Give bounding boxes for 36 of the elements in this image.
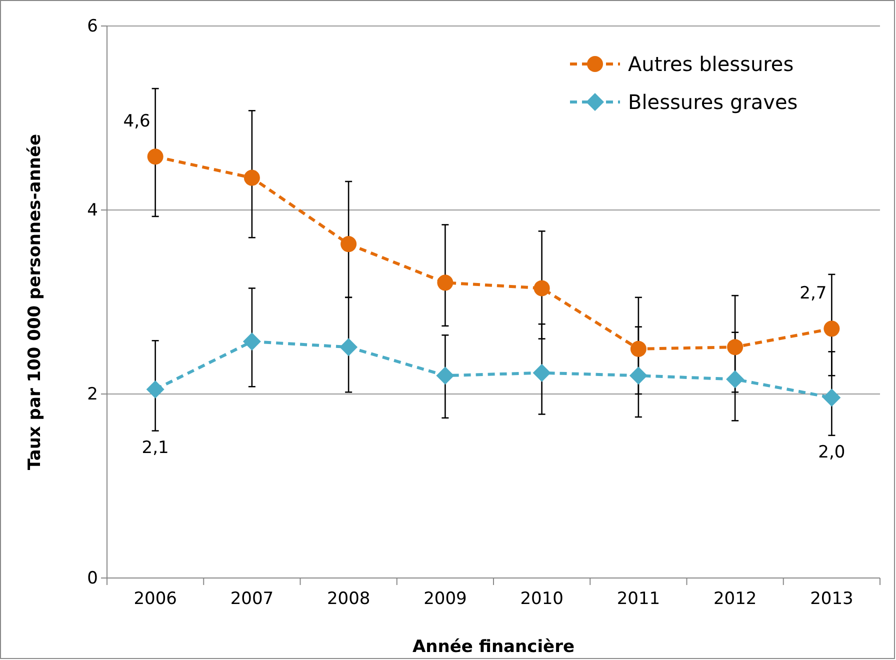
data-label: 4,6: [123, 112, 150, 132]
y-tick-label: 2: [87, 384, 98, 404]
point: [436, 366, 454, 385]
y-axis-title: Taux par 100 000 personnes-année: [25, 134, 45, 470]
point: [822, 388, 841, 407]
data-label: 2,7: [800, 284, 827, 304]
x-tick-label: 2009: [424, 589, 467, 610]
point: [244, 170, 260, 186]
x-tick-label: 2012: [713, 589, 757, 610]
point: [146, 380, 164, 398]
legend-label: Blessures graves: [628, 90, 798, 114]
x-tick-label: 2008: [326, 589, 370, 610]
point: [147, 148, 164, 165]
point: [242, 332, 261, 351]
x-tick-label: 2013: [810, 589, 854, 610]
x-tick-label: 2006: [134, 589, 177, 610]
y-tick-label: 6: [87, 16, 98, 36]
x-axis-title: Année financière: [412, 637, 574, 657]
point: [340, 236, 357, 252]
point: [727, 339, 744, 356]
point: [824, 320, 840, 337]
point: [726, 370, 744, 388]
point: [437, 274, 454, 291]
x-tick-label: 2011: [616, 589, 660, 610]
legend-label: Autres blessures: [628, 52, 794, 76]
point: [340, 338, 358, 356]
point: [630, 340, 646, 357]
point: [534, 280, 550, 296]
y-tick-label: 0: [87, 568, 98, 588]
data-label: 2,0: [818, 442, 846, 462]
y-tick-label: 4: [87, 200, 98, 220]
point: [532, 364, 551, 382]
x-tick-label: 2010: [520, 589, 564, 610]
data-label: 2,1: [142, 438, 169, 458]
x-tick-label: 2007: [230, 589, 274, 610]
point: [629, 366, 648, 385]
